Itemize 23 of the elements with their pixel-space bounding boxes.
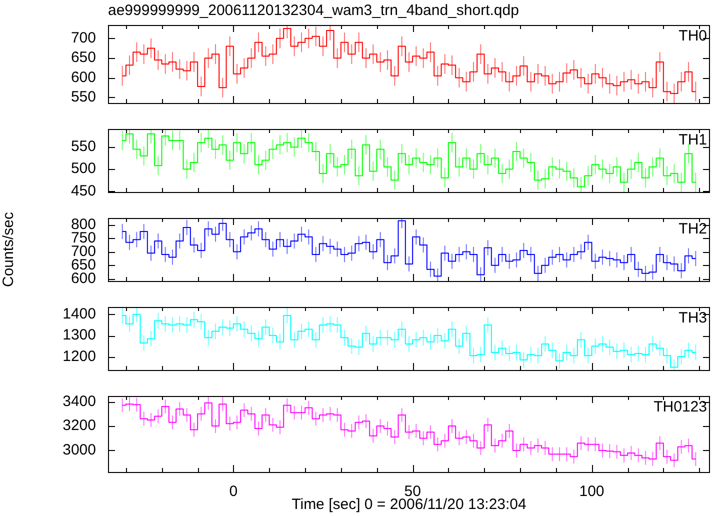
series-label: TH0123 bbox=[654, 398, 707, 416]
chart-title: ae999999999_20061120132304_wam3_trn_4band_short.qdp bbox=[108, 2, 519, 20]
series-label: TH3 bbox=[678, 310, 707, 327]
series-label: TH0 bbox=[678, 28, 707, 45]
y-tick-label: 650 bbox=[70, 49, 96, 66]
y-tick-label: 3200 bbox=[62, 417, 96, 434]
x-tick-label: 100 bbox=[579, 483, 604, 500]
x-tick-label: 0 bbox=[229, 483, 238, 500]
y-tick-label: 1400 bbox=[62, 306, 96, 323]
y-tick-label: 1200 bbox=[62, 348, 96, 365]
y-tick-label: 550 bbox=[70, 138, 96, 156]
y-axis-title: Counts/sec bbox=[0, 211, 18, 288]
series-label: TH2 bbox=[678, 220, 707, 238]
series-label: TH1 bbox=[678, 132, 707, 149]
y-tick-label: 3400 bbox=[62, 392, 96, 410]
x-axis-title: Time [sec] 0 = 2006/11/20 13:23:04 bbox=[292, 496, 526, 514]
y-tick-label: 600 bbox=[70, 68, 96, 86]
y-tick-label: 550 bbox=[70, 88, 96, 106]
y-tick-label: 450 bbox=[70, 182, 96, 200]
y-tick-label: 1300 bbox=[62, 326, 96, 344]
y-tick-label: 700 bbox=[70, 30, 96, 47]
y-tick-label: 500 bbox=[70, 160, 96, 178]
y-tick-label: 3000 bbox=[62, 442, 96, 459]
